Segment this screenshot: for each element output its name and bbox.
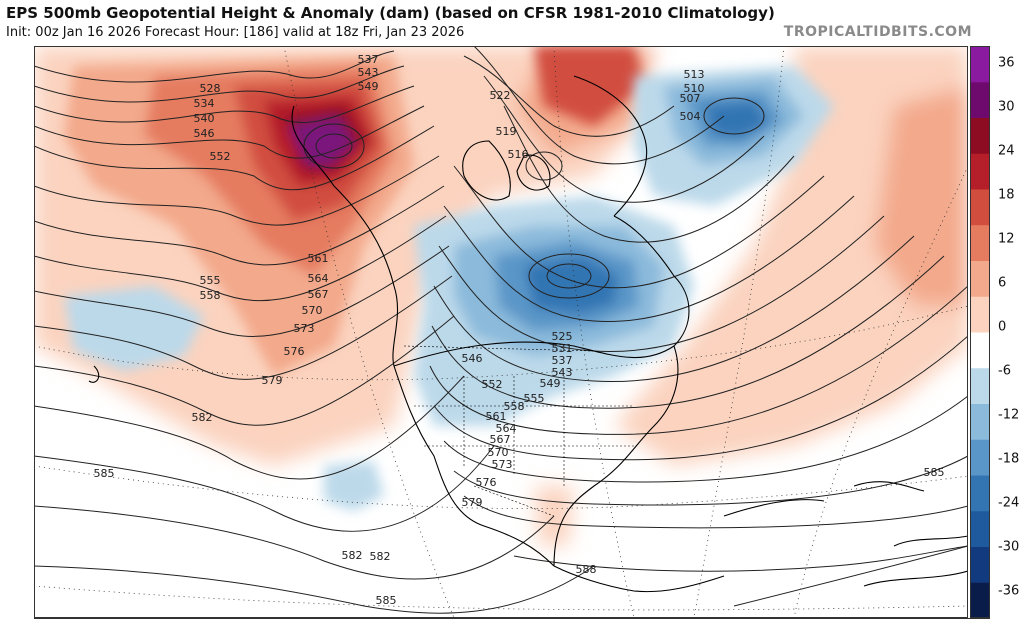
colorbar-segment: [970, 117, 990, 154]
contour-label: 558: [200, 289, 221, 302]
contour-label: 513: [684, 68, 705, 81]
contour-label: 564: [496, 422, 517, 435]
chart-title: EPS 500mb Geopotential Height & Anomaly …: [6, 4, 775, 22]
contour-label: 588: [576, 563, 597, 576]
contour-label: 516: [508, 148, 529, 161]
contour-label: 525: [552, 330, 573, 343]
contour-label: 546: [462, 352, 483, 365]
contour-label: 549: [358, 80, 379, 93]
contour-label: 510: [684, 82, 705, 95]
colorbar-segment: [970, 153, 990, 190]
contour-label: 585: [924, 466, 945, 479]
chart-subtitle: Init: 00z Jan 16 2026 Forecast Hour: [18…: [6, 25, 465, 40]
colorbar-segment: [970, 546, 990, 583]
colorbar-segment: [970, 475, 990, 512]
colorbar-segment: [970, 296, 990, 333]
contour-label: 582: [192, 411, 213, 424]
contour-label: 555: [200, 274, 221, 287]
contour-label: 543: [552, 366, 573, 379]
contour-label: 549: [540, 377, 561, 390]
contour-label: 507: [680, 92, 701, 105]
colorbar-segment: [970, 403, 990, 440]
bottom-rule: [34, 618, 990, 619]
graticule: [34, 46, 968, 618]
contour-label: 570: [488, 446, 509, 459]
contour-label: 534: [194, 97, 215, 110]
contour-label: 531: [552, 342, 573, 355]
colorbar-segment: [970, 46, 990, 83]
contour-label: 585: [94, 467, 115, 480]
coastlines: [88, 75, 968, 593]
contour-label: 579: [462, 496, 483, 509]
colorbar-segment: [970, 332, 990, 369]
colorbar-tick-label: -18: [998, 451, 1020, 467]
contour-label: 573: [294, 322, 315, 335]
colorbar-segment: [970, 439, 990, 476]
contour-label: 552: [482, 378, 503, 391]
colorbar-segment: [970, 510, 990, 547]
height-contours: [34, 46, 968, 614]
contour-label: 561: [308, 252, 329, 265]
contour-label: 555: [524, 392, 545, 405]
colorbar-tick-label: 24: [998, 143, 1015, 159]
colorbar-tick-label: -30: [998, 539, 1020, 555]
contour-label: 579: [262, 374, 283, 387]
colorbar-tick-label: 18: [998, 187, 1015, 203]
colorbar-segment: [970, 582, 990, 619]
header: EPS 500mb Geopotential Height & Anomaly …: [0, 0, 1024, 46]
contour-label: 519: [496, 125, 517, 138]
colorbar-tick-label: 12: [998, 231, 1015, 247]
contour-label: 537: [552, 354, 573, 367]
anomaly-map: 5285345405465525555585615645675705735765…: [34, 46, 968, 618]
contour-label: 504: [680, 110, 701, 123]
colorbar-tick-label: 30: [998, 99, 1015, 115]
contour-label: 528: [200, 82, 221, 95]
contour-label: 564: [308, 272, 329, 285]
contour-label: 540: [194, 112, 215, 125]
contour-label: 576: [476, 476, 497, 489]
colorbar-tick-label: -36: [998, 583, 1020, 599]
colorbar-tick-label: -24: [998, 495, 1020, 511]
contour-label: 552: [210, 150, 231, 163]
contour-label: 576: [284, 345, 305, 358]
contour-label: 585: [376, 594, 397, 607]
watermark: TROPICALTIDBITS.COM: [783, 24, 972, 40]
colorbar-segment: [970, 189, 990, 226]
contour-label: 570: [302, 304, 323, 317]
ridge-anomaly-core: [64, 46, 644, 376]
colorbar-tick-label: -12: [998, 407, 1020, 423]
contour-labels: 5285345405465525555585615645675705735765…: [94, 53, 945, 607]
contour-label: 537: [358, 53, 379, 66]
contour-label: 558: [504, 400, 525, 413]
political-borders: [403, 345, 634, 517]
contour-label: 543: [358, 66, 379, 79]
contour-label: 567: [490, 433, 511, 446]
contour-label: 582: [370, 550, 391, 563]
colorbar-segment: [970, 81, 990, 118]
colorbar-tick-label: 36: [998, 55, 1015, 71]
contour-label: 522: [490, 89, 511, 102]
colorbar-tick-label: 0: [998, 319, 1007, 335]
colorbar-tick-label: 6: [998, 275, 1007, 291]
colorbar-segment: [970, 224, 990, 261]
colorbar-segment: [970, 367, 990, 404]
colorbar-tick-label: -6: [998, 363, 1011, 379]
colorbar: [970, 46, 990, 619]
contour-label: 567: [308, 288, 329, 301]
contour-label: 546: [194, 127, 215, 140]
contour-label: 561: [486, 410, 507, 423]
contour-label: 582: [342, 549, 363, 562]
colorbar-segment: [970, 260, 990, 297]
contour-label: 573: [492, 458, 513, 471]
